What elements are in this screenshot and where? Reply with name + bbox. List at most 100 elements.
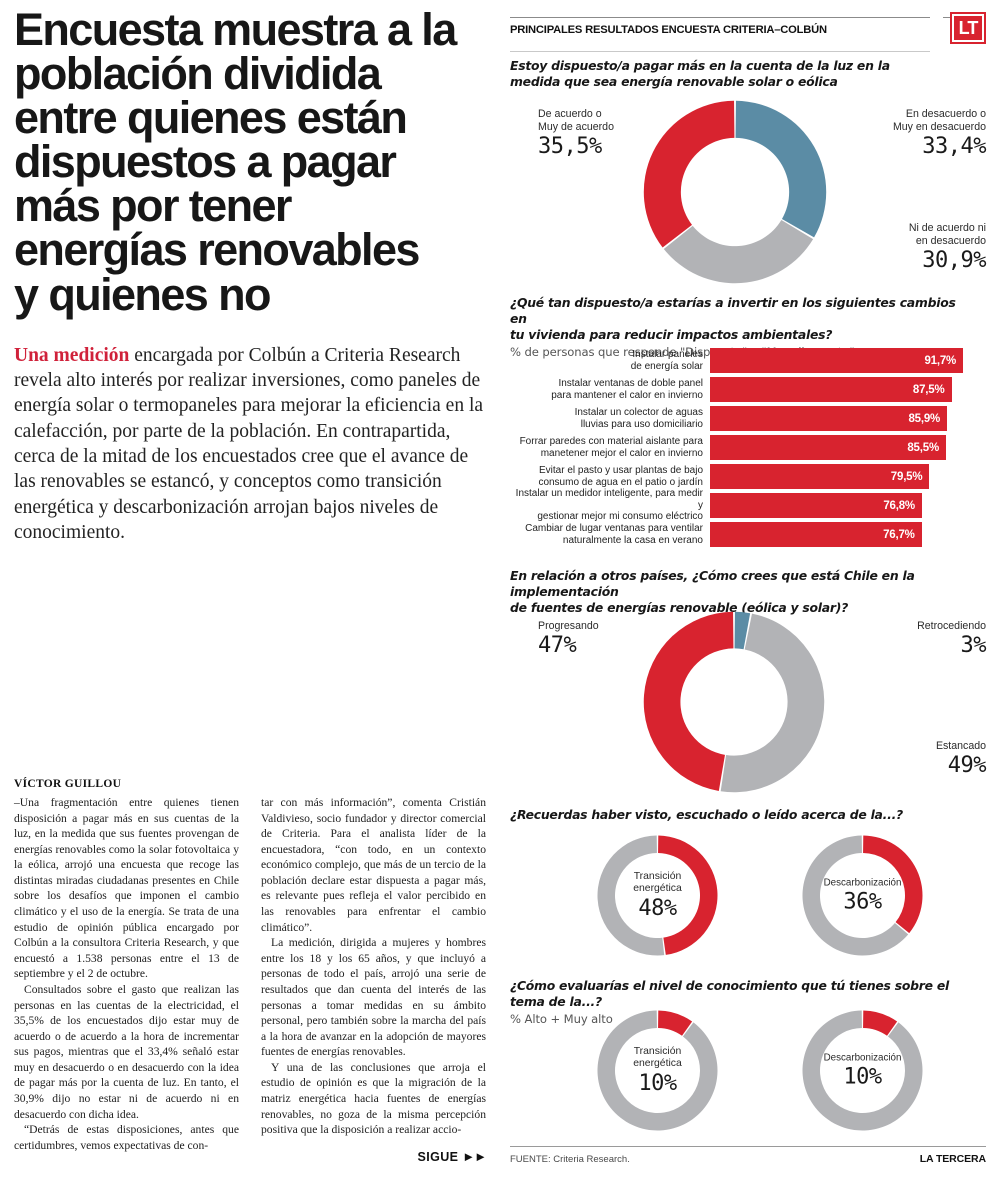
bar-label-line: lluvias para uso domiciliario [580,418,703,430]
donut-segment[interactable] [597,1010,718,1131]
continue-marker[interactable]: SIGUE ►► [417,1149,487,1164]
bar-track: 85,5% [710,435,986,460]
brand-footer: LA TERCERA [919,1153,986,1165]
bar-value: 91,7% [924,354,957,367]
question-3-line2: de fuentes de energías renovable (eólica… [510,599,849,615]
bar-fill[interactable]: 79,5% [710,464,930,489]
body-paragraph: Consultados sobre el gasto que realizan … [14,982,239,1121]
donut-segment[interactable] [802,835,909,956]
bar-row: Instalar ventanas de doble panel para man… [510,377,986,402]
question-5-subtitle: % Alto + Muy alto [510,1011,613,1026]
bar-row: Cambiar de lugar ventanas para ventilar n… [510,522,986,547]
headline-line-1: Encuesta muestra a la [14,4,457,55]
donut6-svg [802,1010,923,1131]
bar-track: 76,8% [710,493,986,518]
donut1-rb-line2: en desacuerdo [915,235,986,248]
bar-row: Instalar un medidor inteligente, para me… [510,488,986,522]
body-paragraph: tar con más información”, comenta Cristi… [261,796,486,934]
donut2-label-left: Progresando 47% [538,620,698,657]
source-note: FUENTE: Criteria Research. [510,1154,630,1165]
question-2-line1: ¿Qué tan dispuesto/a estarías a invertir… [510,295,956,326]
donut-segment[interactable] [863,835,923,934]
donut2-svg [643,611,825,793]
article-column: Encuesta muestra a la población dividida e… [14,4,487,1164]
donut1-left-line2: Muy de acuerdo [538,121,614,134]
bar-label-line: consumo de agua en el patio o jardín [538,476,703,488]
bar-value: 87,5% [912,383,945,396]
donut1-label-left: De acuerdo o Muy de acuerdo 35,5% [538,108,708,158]
donut-segment[interactable] [802,1010,923,1131]
bar-chart-inversion: Instalar paneles de energía solar 91,7% Ins… [510,348,986,551]
donut-segment[interactable] [720,613,825,793]
bar-label: Evitar el pasto y usar plantas de bajo co… [510,464,710,489]
bar-label: Forrar paredes con material aislante par… [510,435,710,460]
bar-label-line: de energía solar [630,360,703,372]
question-5-line1: ¿Cómo evaluarías el nivel de conocimient… [510,978,949,1009]
donut-chart-conocimiento-descarbonizacion: Descarbonización 10% [800,1008,925,1133]
lead-paragraph: Una medición encargada por Colbún a Crit… [14,343,484,546]
body-paragraph: Y una de las conclusiones que arroja el … [261,1060,486,1137]
bar-label-line: Instalar paneles [632,349,703,360]
headline-line-3: entre quienes están [14,92,408,144]
bar-label: Instalar un colector de aguas lluvias par… [510,406,710,431]
donut-segment[interactable] [663,219,814,284]
headline-line-2: población dividida [14,48,382,100]
bar-track: 76,7% [710,522,986,547]
bar-fill[interactable]: 85,5% [710,435,946,460]
bar-value: 76,7% [883,528,915,541]
bar-fill[interactable]: 76,7% [710,522,922,547]
kicker-underline [510,51,930,52]
bar-label: Instalar un medidor inteligente, para me… [510,488,710,522]
bar-track: 91,7% [710,348,986,373]
donut-segment[interactable] [643,611,734,791]
byline: VÍCTOR GUILLOU [14,778,122,790]
donut-chart-conocimiento-transicion: Transición energética 10% [595,1008,720,1133]
donut1-rt-value: 33,4% [922,134,986,160]
bar-value: 76,8% [883,499,915,512]
body-paragraph: –Una fragmentación entre quienes tienen … [14,796,239,981]
bar-label-line: manetener mejor el calor en invierno [540,447,703,459]
bar-label: Instalar ventanas de doble panel para man… [510,377,710,402]
donut1-rb-line1: Ni de acuerdo ni [908,222,986,234]
donut1-svg [643,100,827,284]
bar-track: 85,9% [710,406,986,431]
donut-segment[interactable] [658,835,718,955]
bar-row: Instalar un colector de aguas lluvias par… [510,406,986,431]
donut-segment[interactable] [597,835,665,956]
question-1-line1: Estoy dispuesto/a pagar más en la cuenta… [510,58,890,73]
footer-rule [510,1146,986,1147]
donut-chart-2 [640,608,828,796]
question-5-title: ¿Cómo evaluarías el nivel de conocimient… [510,978,980,1027]
bar-fill[interactable]: 87,5% [710,377,952,402]
bar-row: Forrar paredes con material aislante par… [510,435,986,460]
donut2-label-right-top: Retrocediendo 3% [816,620,986,657]
donut1-label-right-top: En desacuerdo o Muy en desacuerdo 33,4% [796,108,987,160]
lead-bold-intro: Una medición [14,344,130,366]
donut-segment[interactable] [658,1010,693,1036]
donut2-label-right-bottom: Estancado 49% [816,740,987,777]
body-column-1: –Una fragmentación entre quienes tienen … [14,795,239,1153]
donut3-svg [597,835,718,956]
bar-fill[interactable]: 76,8% [710,493,922,518]
headline-line-5: más por tener [14,180,292,232]
body-columns: –Una fragmentación entre quienes tienen … [14,795,486,1153]
bar-label-line: naturalmente la casa en verano [562,534,703,546]
donut1-left-value: 35,5% [538,134,602,160]
donut2-rt-line1: Retrocediendo [917,620,986,632]
bar-fill[interactable]: 85,9% [710,406,948,431]
bar-label: Instalar paneles de energía solar [510,348,710,373]
donut1-rt-line2: Muy en desacuerdo [892,121,986,134]
donut-segment[interactable] [863,1010,898,1036]
donut-segment[interactable] [643,100,735,248]
bar-value: 85,5% [907,441,939,454]
bar-label-line: para mantener el calor en invierno [551,389,703,401]
donut-segment[interactable] [734,611,751,650]
top-rule [510,17,930,18]
continue-arrows-icon: ►► [462,1149,487,1164]
donut-segment[interactable] [735,100,827,238]
donut1-left-line1: De acuerdo o [538,108,602,120]
donut-chart-1 [640,97,830,287]
headline-line-7: y quienes no [14,268,271,320]
question-2-line2: tu vivienda para reducir impactos ambien… [510,326,833,342]
bar-fill[interactable]: 91,7% [710,348,964,373]
